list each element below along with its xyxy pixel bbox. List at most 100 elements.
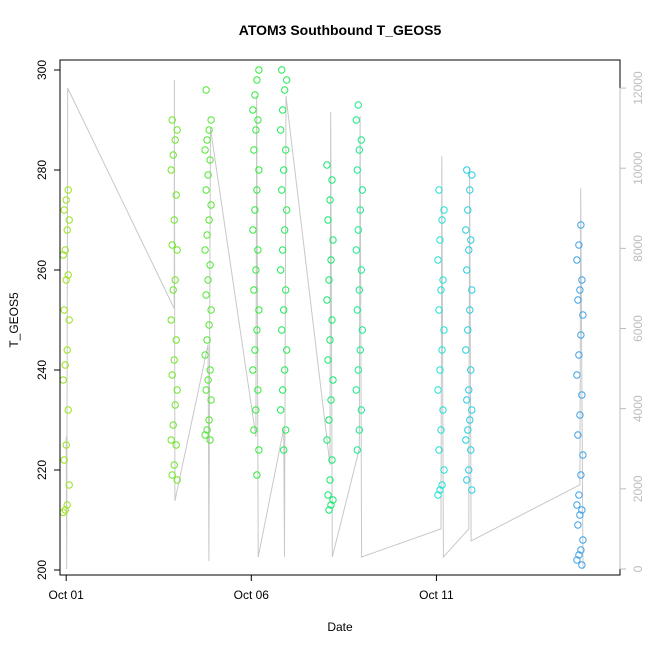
data-point xyxy=(352,116,360,124)
data-point xyxy=(172,441,180,449)
data-point xyxy=(326,476,334,484)
data-point xyxy=(352,246,360,254)
data-point xyxy=(173,476,181,484)
data-point xyxy=(575,351,583,359)
data-point xyxy=(325,506,333,514)
series-2 xyxy=(201,86,215,444)
data-point xyxy=(201,351,209,359)
data-point xyxy=(206,366,214,374)
data-point xyxy=(60,456,68,464)
data-point xyxy=(205,416,213,424)
data-point xyxy=(355,286,363,294)
data-point xyxy=(61,361,69,369)
data-point xyxy=(329,496,337,504)
data-point xyxy=(467,236,475,244)
data-point xyxy=(169,151,177,159)
data-point xyxy=(355,426,363,434)
y-axis-label: T_GEOS5 xyxy=(7,292,21,348)
chart-title: ATOM3 Southbound T_GEOS5 xyxy=(239,22,442,38)
y2-tick-label: 10000 xyxy=(631,151,645,185)
data-point xyxy=(466,186,474,194)
data-point xyxy=(65,316,73,324)
data-point xyxy=(579,536,587,544)
data-point xyxy=(254,246,262,254)
data-point xyxy=(61,246,69,254)
y2-tick-label: 4000 xyxy=(631,395,645,422)
data-point xyxy=(467,366,475,374)
data-point xyxy=(468,486,476,494)
y-tick-label: 220 xyxy=(35,460,49,480)
data-point xyxy=(170,356,178,364)
data-point xyxy=(578,506,586,514)
data-point xyxy=(573,501,581,509)
y2-tick-label: 2000 xyxy=(631,475,645,502)
data-point xyxy=(203,426,211,434)
series-0 xyxy=(59,186,73,517)
data-point xyxy=(437,426,445,434)
data-point xyxy=(253,471,261,479)
data-point xyxy=(167,436,175,444)
data-point xyxy=(171,276,179,284)
data-point xyxy=(329,376,337,384)
y2-tick-label: 6000 xyxy=(631,315,645,342)
data-point xyxy=(253,76,261,84)
data-point xyxy=(576,411,584,419)
data-point xyxy=(437,286,445,294)
data-point xyxy=(63,501,71,509)
data-point xyxy=(463,166,471,174)
data-point xyxy=(436,366,444,374)
data-point xyxy=(251,346,259,354)
data-point xyxy=(172,191,180,199)
data-point xyxy=(578,391,586,399)
data-point xyxy=(277,406,285,414)
y2-tick-label: 8000 xyxy=(631,235,645,262)
data-point xyxy=(283,206,291,214)
data-point xyxy=(574,296,582,304)
data-point xyxy=(168,241,176,249)
data-point xyxy=(576,286,584,294)
data-point xyxy=(354,366,362,374)
data-point xyxy=(60,306,68,314)
data-point xyxy=(207,201,215,209)
data-point xyxy=(354,226,362,234)
axes-layer: Oct 01 Oct 06 Oct 11 200 220 240 260 280 300 0 200… xyxy=(35,60,645,602)
data-point xyxy=(577,331,585,339)
data-point xyxy=(573,556,581,564)
data-point xyxy=(254,386,262,394)
data-point xyxy=(63,346,71,354)
data-point xyxy=(168,471,176,479)
data-point xyxy=(277,126,285,134)
data-point xyxy=(207,116,215,124)
data-point xyxy=(325,276,333,284)
data-point xyxy=(326,196,334,204)
data-point xyxy=(59,376,67,384)
data-point xyxy=(281,86,289,94)
data-point xyxy=(578,561,586,569)
x-tick-label: Oct 11 xyxy=(419,588,454,602)
data-point xyxy=(253,186,261,194)
data-point xyxy=(206,261,214,269)
data-point xyxy=(280,166,288,174)
data-point xyxy=(468,286,476,294)
data-point xyxy=(324,491,332,499)
data-point xyxy=(434,491,442,499)
data-point xyxy=(357,406,365,414)
data-point xyxy=(201,146,209,154)
data-point xyxy=(323,296,331,304)
data-point xyxy=(574,521,582,529)
data-point xyxy=(201,431,209,439)
series-9 xyxy=(573,221,587,569)
data-point xyxy=(327,256,335,264)
data-point xyxy=(440,206,448,214)
data-point xyxy=(62,196,70,204)
data-point xyxy=(440,466,448,474)
data-point xyxy=(327,501,335,509)
data-point xyxy=(577,471,585,479)
y-tick-label: 240 xyxy=(35,360,49,380)
data-point xyxy=(465,246,473,254)
data-point xyxy=(252,266,260,274)
data-point xyxy=(277,266,285,274)
data-point xyxy=(354,101,362,109)
data-point xyxy=(283,346,291,354)
altitude-line-layer xyxy=(65,79,584,570)
